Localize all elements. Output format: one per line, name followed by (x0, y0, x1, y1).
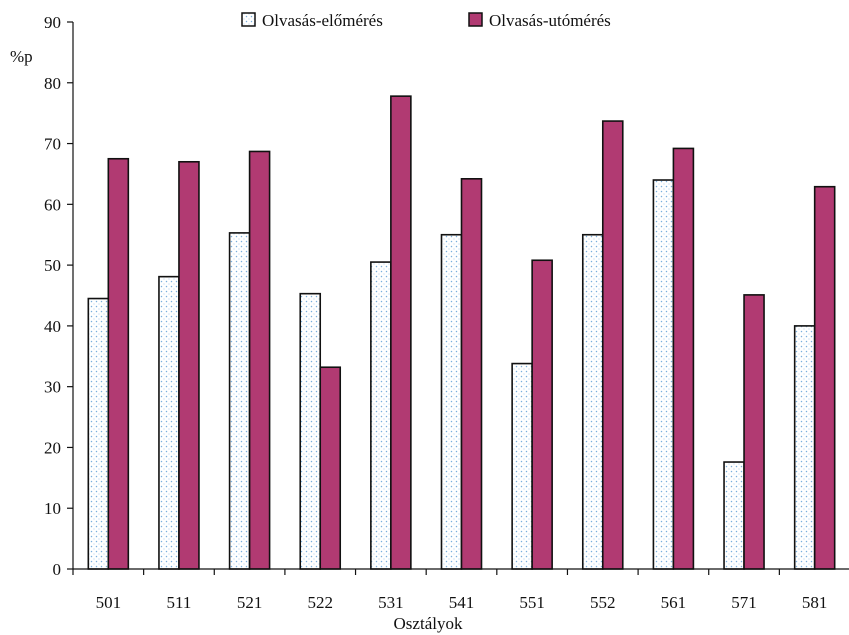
bar-pre-552 (581, 233, 604, 570)
x-tick-label: 541 (449, 593, 475, 612)
y-tick-label: 40 (44, 317, 61, 336)
y-tick-label: 50 (44, 256, 61, 275)
x-tick-label: 551 (519, 593, 545, 612)
bar-pre-541 (440, 233, 463, 570)
y-tick-label: 60 (44, 195, 61, 214)
x-axis-title: Osztályok (394, 614, 463, 633)
x-tick-label: 522 (307, 593, 333, 612)
bar-post-541 (460, 178, 483, 570)
bar-pre-581 (793, 325, 816, 570)
x-tick-label: 561 (661, 593, 687, 612)
bar-pre-522 (299, 292, 322, 570)
bar-post-501 (107, 157, 130, 570)
legend-label-pre: Olvasás-előmérés (262, 11, 383, 30)
bar-post-521 (248, 150, 271, 570)
bar-pre-511 (158, 275, 180, 570)
y-tick-label: 70 (44, 135, 61, 154)
y-tick-label: 80 (44, 74, 61, 93)
bar-post-561 (672, 147, 695, 570)
legend-swatch-pre (241, 12, 256, 27)
bar-post-522 (319, 366, 342, 570)
x-tick-label: 581 (802, 593, 828, 612)
y-axis-ticks: 0 10 20 30 40 50 60 70 80 90 (44, 13, 73, 579)
bar-pre-501 (87, 297, 110, 570)
bar-pre-531 (370, 261, 392, 570)
y-tick-label: 30 (44, 378, 61, 397)
legend-label-post: Olvasás-utómérés (489, 11, 611, 30)
y-axis-title: %p (10, 47, 33, 66)
x-tick-label: 511 (167, 593, 192, 612)
bar-post-531 (390, 95, 412, 570)
bar-post-581 (813, 185, 836, 570)
x-tick-label: 571 (731, 593, 757, 612)
y-tick-label: 10 (44, 499, 61, 518)
y-tick-label: 20 (44, 438, 61, 457)
bar-pre-561 (652, 179, 675, 570)
bar-post-552 (601, 120, 624, 570)
x-axis-ticks: 501 511 521 522 531 541 551 552 561 571 581 (72, 569, 828, 612)
x-tick-label: 501 (96, 593, 122, 612)
bar-pre-571 (723, 461, 745, 570)
bar-pre-551 (511, 362, 533, 570)
axes (72, 22, 849, 570)
x-tick-label: 531 (378, 593, 404, 612)
bar-pre-521 (228, 232, 251, 570)
x-tick-label: 521 (237, 593, 263, 612)
x-tick-label: 552 (590, 593, 616, 612)
bar-post-571 (743, 294, 765, 570)
y-tick-label: 90 (44, 13, 61, 32)
bar-post-551 (531, 259, 553, 570)
legend: Olvasás-előmérés Olvasás-utómérés (241, 11, 611, 30)
bars (87, 95, 836, 570)
y-tick-label: 0 (53, 560, 62, 579)
legend-swatch-post (468, 12, 483, 27)
bar-post-511 (178, 160, 200, 570)
